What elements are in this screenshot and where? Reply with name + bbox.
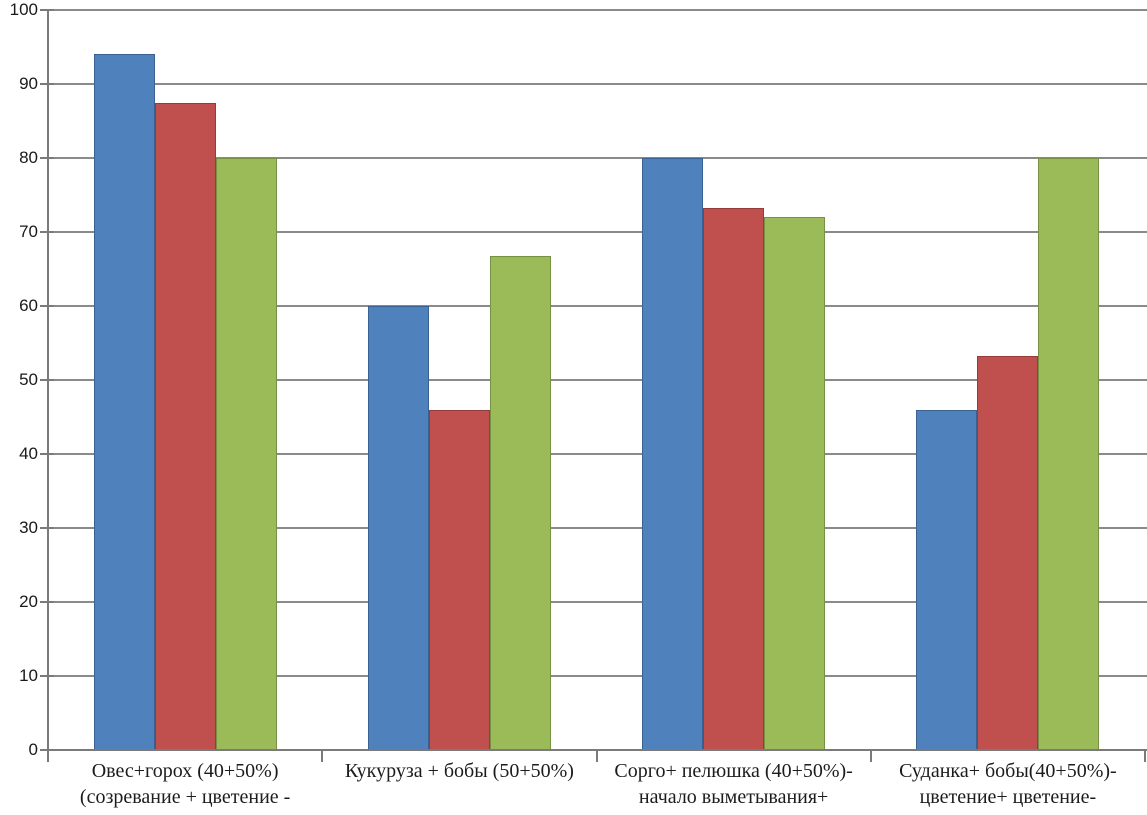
x-axis-label-line: начало выметывания+	[638, 786, 829, 808]
bar-series-2-category-1	[154, 102, 216, 750]
x-axis-label-line: Кукуруза + бобы (50+50%)	[344, 760, 574, 782]
y-axis-label: 60	[19, 296, 38, 315]
y-axis-label: 30	[19, 518, 38, 537]
y-axis-label: 100	[9, 0, 38, 19]
x-axis-label-category-1: Овес+горох (40+50%) (созревание + цветени…	[20, 758, 350, 810]
x-axis-label-line: Суданка+ бобы(40+50%)-	[899, 760, 1117, 782]
x-axis-line	[40, 749, 1147, 751]
x-tick-4	[1144, 750, 1146, 762]
bar-series-3-category-3	[764, 217, 826, 750]
gridline-80	[48, 157, 1147, 159]
bar-series-1-category-2	[367, 306, 429, 750]
y-tick-60	[40, 305, 54, 307]
y-axis-label: 20	[19, 592, 38, 611]
y-axis-label: 70	[19, 222, 38, 241]
x-tick-2	[595, 750, 598, 762]
bar-series-2-category-3	[703, 207, 765, 750]
gridline-10	[48, 675, 1147, 677]
y-tick-40	[40, 453, 54, 455]
x-axis-label-line: (созревание + цветение -	[79, 786, 291, 808]
gridline-50	[48, 379, 1147, 381]
y-tick-30	[40, 527, 54, 529]
x-axis-label-line: Овес+горох (40+50%)	[91, 760, 279, 782]
x-axis-label-line: цветение+ цветение-	[919, 786, 1097, 808]
y-tick-20	[40, 601, 54, 603]
gridline-30	[48, 527, 1147, 529]
x-axis-label-category-2: Кукуруза + бобы (50+50%)	[294, 758, 624, 784]
y-axis-label: 0	[28, 740, 38, 759]
bar-series-2-category-2	[428, 409, 490, 750]
x-tick-3	[869, 750, 872, 762]
y-axis-label: 40	[19, 444, 38, 463]
bar-series-1-category-1	[93, 54, 155, 750]
y-tick-90	[40, 83, 54, 85]
y-tick-10	[40, 675, 54, 677]
gridline-100	[48, 9, 1147, 11]
gridline-20	[48, 601, 1147, 603]
y-tick-100	[40, 9, 54, 11]
x-tick-1	[321, 750, 324, 762]
bar-series-3-category-4	[1038, 158, 1100, 750]
gridline-60	[48, 305, 1147, 307]
gridline-90	[48, 83, 1147, 85]
gridline-70	[48, 231, 1147, 233]
bar-series-2-category-4	[977, 355, 1039, 750]
y-tick-80	[40, 157, 54, 159]
y-axis-label: 10	[19, 666, 38, 685]
bar-series-1-category-3	[642, 158, 704, 750]
x-axis-label-category-4: Суданка+ бобы(40+50%)- цветение+ цветение…	[843, 758, 1147, 810]
bar-series-3-category-2	[489, 256, 551, 750]
gridline-40	[48, 453, 1147, 455]
x-axis-label-line: Сорго+ пелюшка (40+50%)-	[614, 760, 853, 782]
bar-series-3-category-1	[215, 158, 277, 750]
y-axis-label: 50	[19, 370, 38, 389]
x-tick-0	[47, 750, 49, 762]
y-tick-50	[40, 379, 54, 381]
y-axis-label: 90	[19, 74, 38, 93]
y-tick-70	[40, 231, 54, 233]
bar-series-1-category-4	[916, 409, 978, 750]
x-axis-label-category-3: Сорго+ пелюшка (40+50%)- начало выметыван…	[569, 758, 899, 810]
y-axis-label: 80	[19, 148, 38, 167]
